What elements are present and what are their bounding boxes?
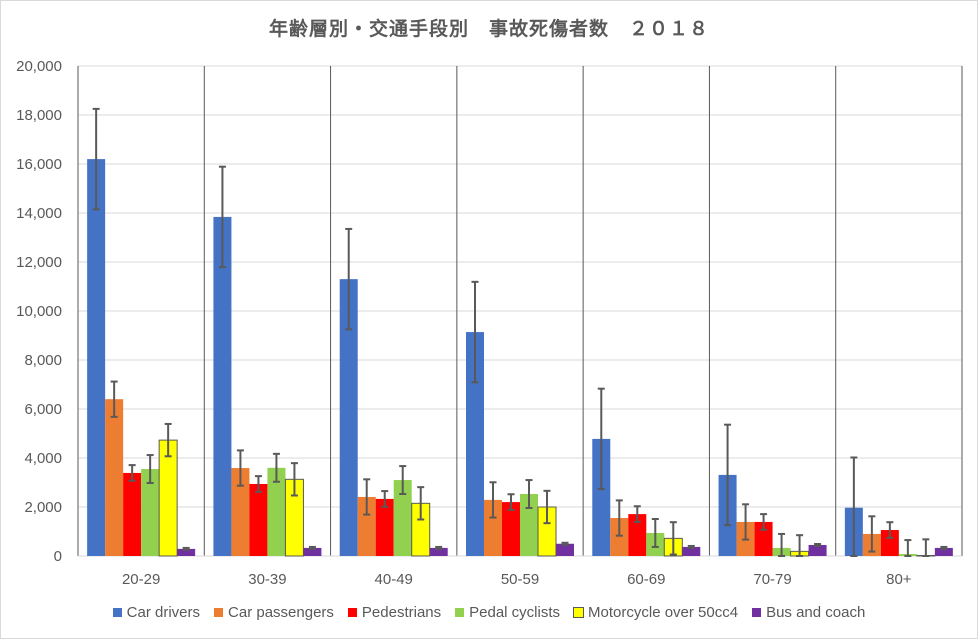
x-tick-label: 30-39 (248, 571, 286, 588)
legend-item: Pedestrians (347, 604, 442, 621)
bar (375, 498, 394, 556)
bar (429, 547, 448, 556)
y-tick-label: 8,000 (24, 352, 62, 369)
bar (934, 547, 953, 556)
bar (592, 438, 611, 556)
y-tick-label: 10,000 (16, 303, 62, 320)
y-tick-label: 4,000 (24, 450, 62, 467)
bar (357, 496, 376, 556)
legend-label: Motorcycle over 50cc4 (588, 604, 739, 621)
legend-swatch (214, 608, 224, 617)
bar (249, 483, 268, 556)
x-tick-label: 60-69 (627, 571, 665, 588)
x-tick-label: 20-29 (122, 571, 160, 588)
x-tick-label: 50-59 (501, 571, 539, 588)
bar (123, 472, 142, 556)
chart-title: 年齢層別・交通手段別 事故死傷者数 ２０１８ (268, 18, 709, 40)
legend-label: Pedestrians (361, 604, 442, 621)
legend-item: Car passengers (214, 604, 334, 621)
x-tick-label: 70-79 (753, 571, 791, 588)
y-tick-label: 16,000 (16, 156, 62, 173)
legend-swatch (347, 608, 357, 617)
bar (466, 332, 484, 556)
bar (628, 514, 647, 556)
x-tick-label: 80+ (886, 571, 912, 588)
bar (610, 518, 629, 556)
bar (177, 548, 196, 556)
bar (105, 399, 124, 556)
bar (502, 502, 520, 556)
legend-label: Pedal cyclists (469, 604, 561, 621)
legend-label: Bus and coach (766, 604, 866, 621)
y-tick-label: 6,000 (24, 401, 62, 418)
bar (754, 521, 773, 556)
legend-label: Car passengers (228, 604, 334, 621)
bar (141, 469, 160, 556)
bar (213, 216, 232, 557)
y-tick-label: 0 (54, 548, 62, 565)
bar (267, 467, 286, 556)
legend-swatch (455, 608, 465, 617)
legend-swatch (573, 607, 585, 618)
legend-label: Car drivers (126, 604, 201, 621)
bar (393, 480, 412, 556)
bar (808, 544, 827, 556)
bar (484, 499, 502, 556)
x-tick-label: 40-49 (375, 571, 413, 588)
legend-item: Car drivers (112, 604, 201, 621)
bar (303, 547, 322, 556)
y-tick-label: 12,000 (16, 254, 62, 271)
legend-item: Pedal cyclists (455, 604, 560, 621)
bar (158, 439, 178, 557)
bar (339, 279, 358, 556)
legend-item: Motorcycle over 50cc4 (573, 604, 739, 621)
bar (231, 468, 250, 556)
legend-swatch (752, 608, 762, 617)
legend-swatch (112, 608, 122, 617)
y-tick-label: 20,000 (16, 58, 62, 75)
bar (682, 546, 701, 556)
y-tick-label: 18,000 (16, 107, 62, 124)
legend: Car drivers Car passengers Pedestrians Peda… (0, 604, 978, 621)
y-tick-label: 14,000 (16, 205, 62, 222)
bar (880, 530, 899, 556)
bar (520, 494, 538, 556)
bar (556, 543, 574, 556)
y-tick-label: 2,000 (24, 499, 62, 516)
legend-item: Bus and coach (752, 604, 865, 621)
bar (87, 159, 106, 556)
